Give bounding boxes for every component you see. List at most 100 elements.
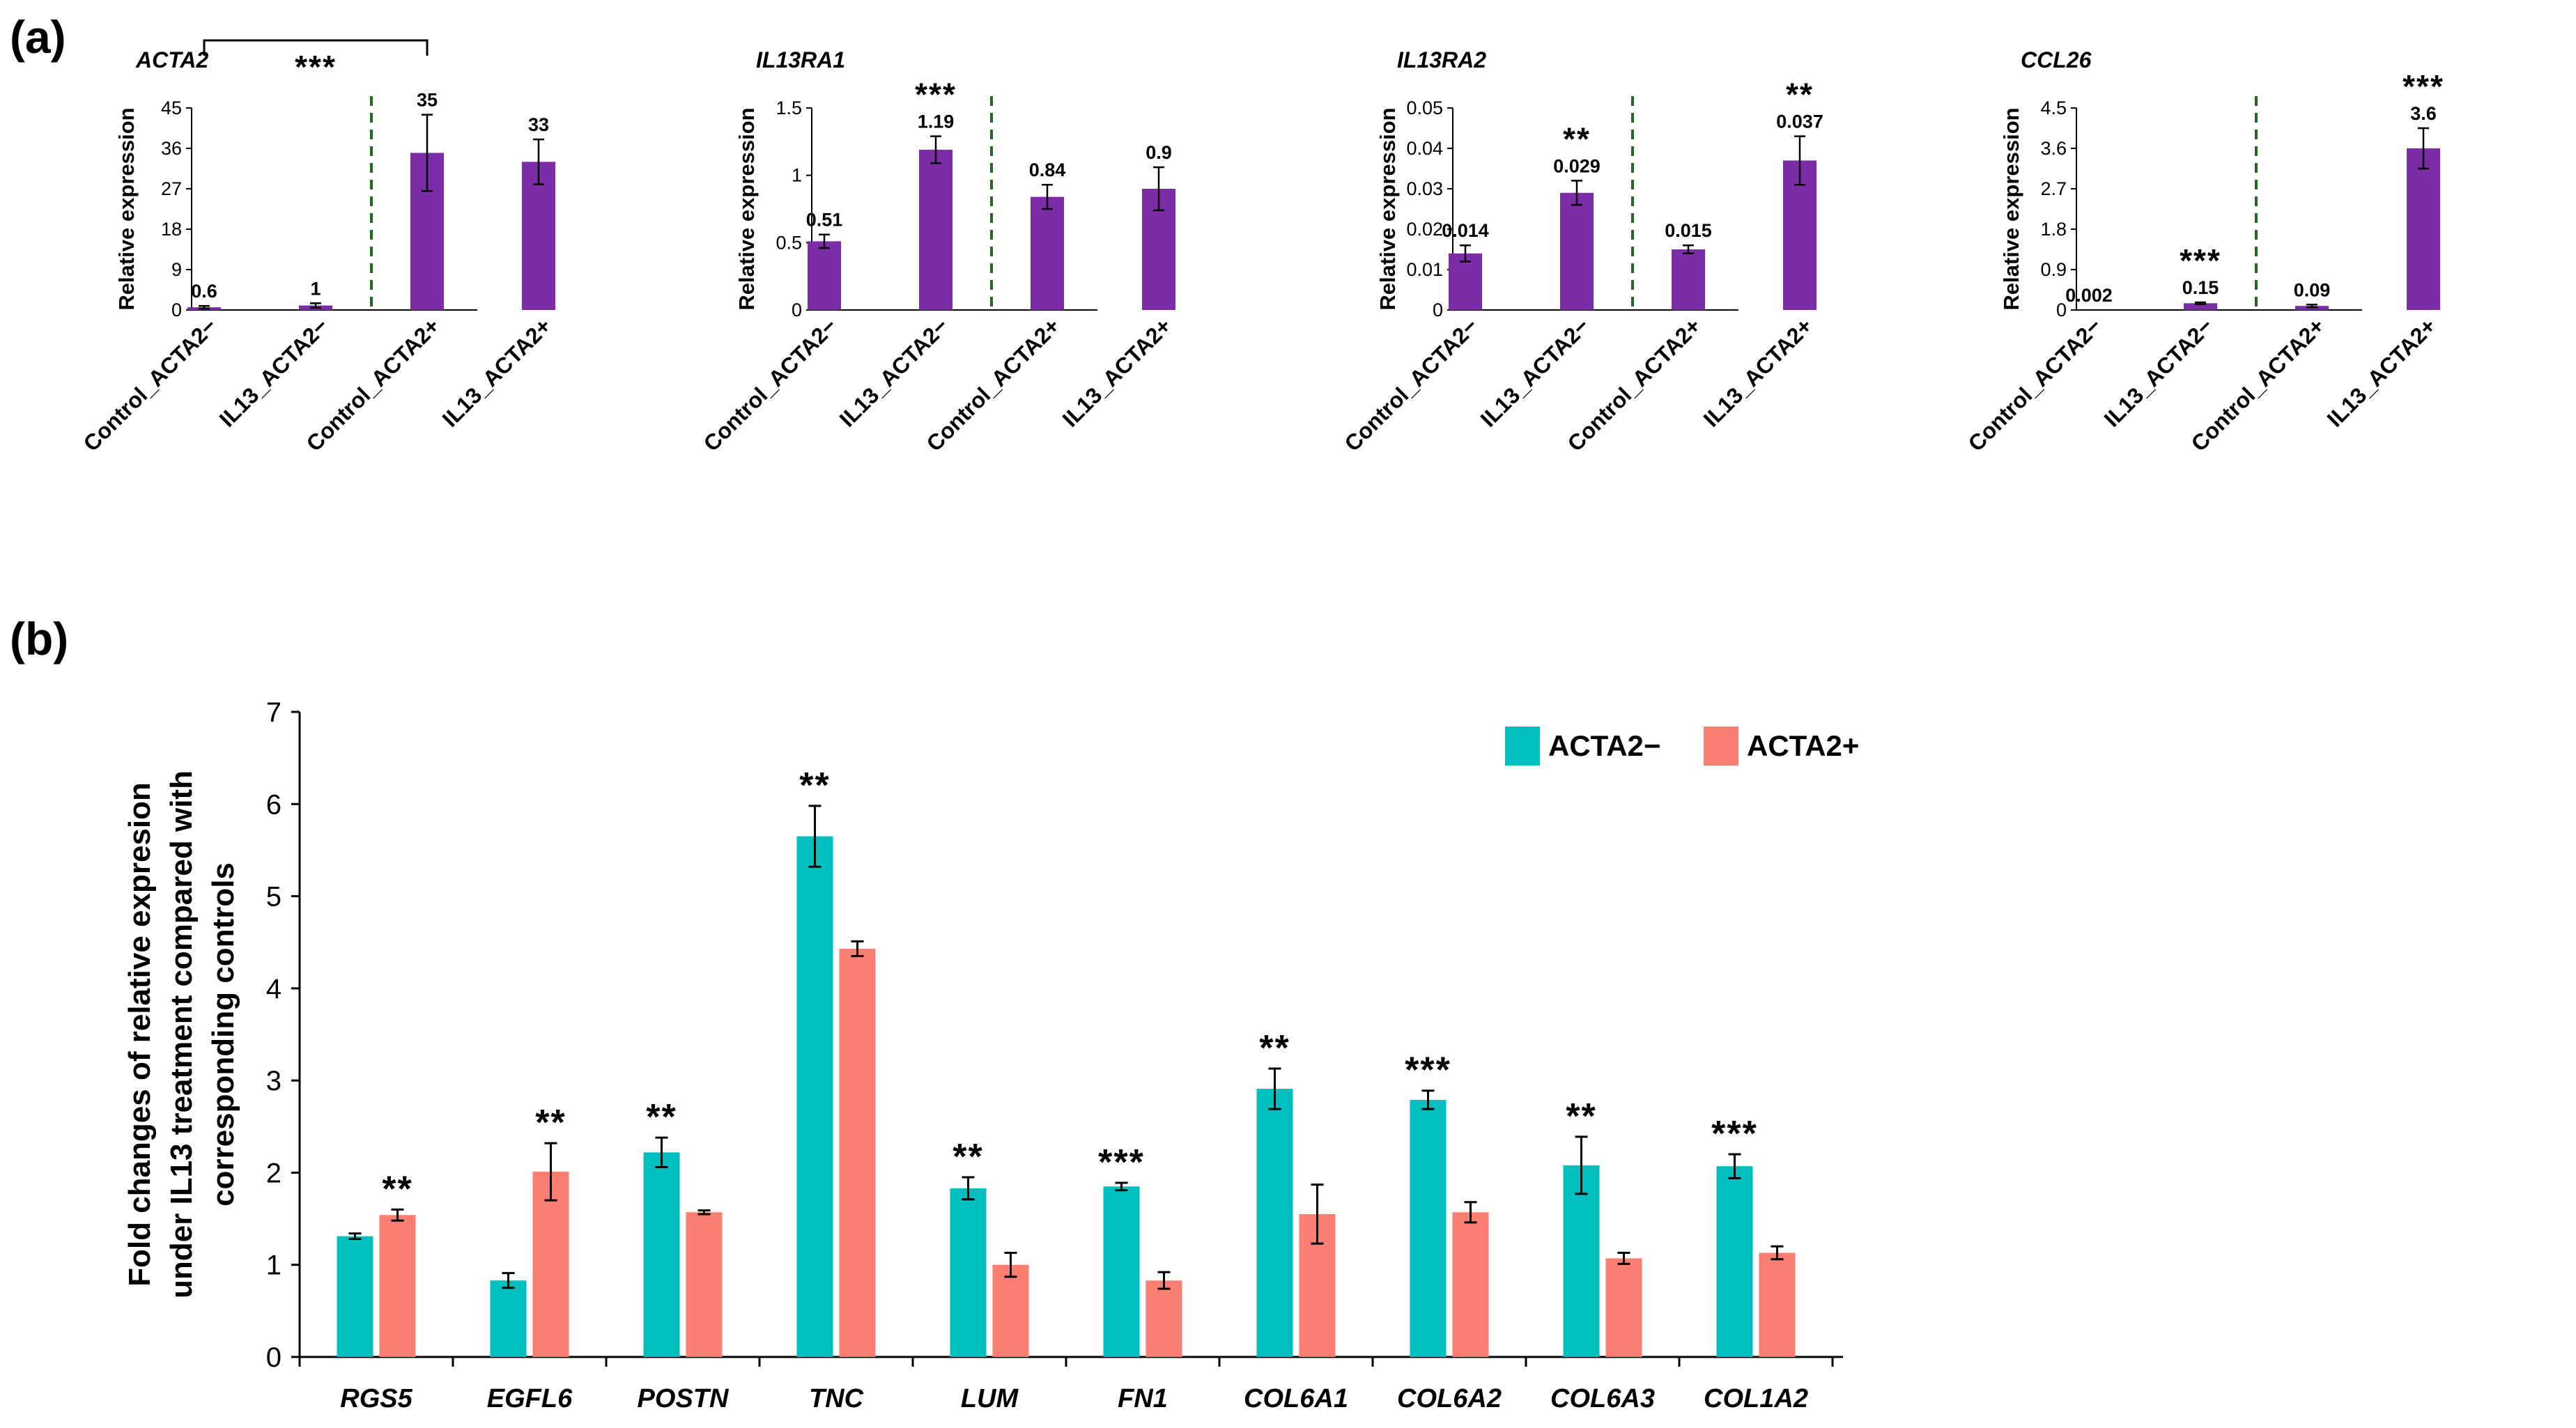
chart-title: CCL26 bbox=[2021, 47, 2092, 72]
category-label: IL13_ACTA2+ bbox=[1699, 313, 1817, 431]
significance-marker: *** bbox=[2403, 68, 2444, 104]
significance-marker: ** bbox=[1563, 121, 1591, 157]
bar-acta2-positive bbox=[1605, 1258, 1642, 1357]
y-tick-label: 27 bbox=[161, 178, 182, 199]
category-label: COL6A2 bbox=[1397, 1384, 1502, 1413]
y-tick-label: 2 bbox=[266, 1158, 281, 1188]
y-tick-label: 2.7 bbox=[2040, 178, 2067, 199]
y-tick-label: 1 bbox=[792, 165, 802, 186]
bar bbox=[1031, 196, 1064, 310]
panel-a-label: (a) bbox=[10, 11, 66, 63]
chart-title: IL13RA1 bbox=[756, 47, 845, 72]
chart-acta2: ACTA2 Relative expression 0 9 18 27 36 45 0.6 Con… bbox=[79, 39, 556, 456]
y-tick-label: 0.5 bbox=[776, 232, 802, 253]
chart-title: IL13RA2 bbox=[1397, 47, 1486, 72]
bar-acta2-negative bbox=[490, 1280, 527, 1357]
y-tick-label: 0.04 bbox=[1406, 138, 1443, 159]
category-label: Control_ACTA2− bbox=[79, 313, 222, 456]
bar-acta2-positive bbox=[1759, 1252, 1796, 1357]
y-tick-label: 1.8 bbox=[2040, 219, 2067, 240]
category-label: POSTN bbox=[638, 1384, 730, 1413]
value-label: 0.51 bbox=[806, 210, 843, 231]
bar-acta2-positive bbox=[992, 1264, 1029, 1357]
bar-acta2-negative bbox=[1256, 1089, 1293, 1357]
y-tick-label: 3.6 bbox=[2040, 138, 2067, 159]
significance-marker: *** bbox=[2180, 242, 2221, 279]
significance-marker: ** bbox=[382, 1169, 412, 1209]
bar bbox=[808, 241, 841, 310]
category-label: Control_ACTA2− bbox=[1964, 313, 2106, 456]
fold-change-chart: 0 1 2 3 4 5 6 7 Fold changes of relative expresi… bbox=[123, 697, 1859, 1413]
bar bbox=[1672, 249, 1705, 310]
bar-acta2-negative bbox=[1410, 1099, 1447, 1357]
value-label: 0.029 bbox=[1553, 155, 1601, 176]
value-label: 1 bbox=[310, 278, 321, 299]
panel-b-label: (b) bbox=[10, 613, 68, 665]
bar-acta2-negative bbox=[1716, 1166, 1753, 1357]
category-label: COL6A1 bbox=[1244, 1384, 1348, 1413]
bar bbox=[919, 149, 952, 310]
value-label: 0.84 bbox=[1029, 160, 1066, 180]
y-tick-label: 0 bbox=[1433, 300, 1443, 320]
value-label: 33 bbox=[528, 114, 549, 135]
y-tick-label: 0.03 bbox=[1406, 178, 1443, 199]
y-axis-label: Relative expression bbox=[1375, 107, 1400, 310]
significance-marker: ** bbox=[799, 766, 830, 806]
y-tick-label: 0 bbox=[2056, 300, 2067, 320]
y-tick-label: 0.9 bbox=[2040, 259, 2067, 280]
significance-marker: *** bbox=[915, 77, 957, 113]
value-label: 0.015 bbox=[1665, 220, 1712, 241]
category-label: TNC bbox=[809, 1384, 864, 1413]
chart-ccl26: CCL26 Relative expression 0 0.9 1.8 2.7 3.6 4.5… bbox=[1964, 47, 2444, 456]
y-tick-label: 7 bbox=[266, 697, 281, 728]
bar bbox=[522, 162, 555, 310]
significance-marker: ** bbox=[1786, 77, 1814, 113]
y-tick-label: 0.05 bbox=[1406, 98, 1443, 118]
significance-marker: *** bbox=[1711, 1114, 1758, 1154]
bar-acta2-negative bbox=[950, 1188, 987, 1357]
bar-acta2-positive bbox=[686, 1212, 723, 1357]
bar-acta2-negative bbox=[796, 836, 833, 1357]
significance-marker: *** bbox=[1098, 1142, 1145, 1183]
chart-title: ACTA2 bbox=[135, 47, 209, 72]
category-label: Control_ACTA2− bbox=[1340, 313, 1483, 456]
y-tick-label: 18 bbox=[161, 219, 182, 240]
value-label: 35 bbox=[417, 90, 438, 111]
category-label: IL13_ACTA2+ bbox=[1058, 313, 1176, 431]
category-label: IL13_ACTA2− bbox=[215, 313, 333, 431]
y-tick-label: 1 bbox=[266, 1250, 281, 1281]
value-label: 0.15 bbox=[2182, 277, 2219, 298]
significance-marker: ** bbox=[952, 1137, 983, 1177]
category-label: Control_ACTA2− bbox=[699, 313, 842, 456]
legend-label: ACTA2+ bbox=[1747, 729, 1859, 762]
y-tick-label: 6 bbox=[266, 789, 281, 820]
y-tick-label: 5 bbox=[266, 882, 281, 913]
category-label: RGS5 bbox=[340, 1384, 412, 1413]
y-axis-label-line: under IL13 treatment compared with bbox=[164, 770, 199, 1298]
legend-label: ACTA2− bbox=[1548, 729, 1660, 762]
bar-acta2-positive bbox=[379, 1215, 416, 1357]
y-tick-label: 36 bbox=[161, 138, 182, 159]
bar-acta2-negative bbox=[337, 1236, 373, 1357]
y-tick-label: 0 bbox=[792, 300, 802, 320]
y-axis-label: Relative expression bbox=[734, 107, 759, 310]
bar bbox=[1560, 192, 1594, 310]
category-label: IL13_ACTA2− bbox=[2099, 313, 2218, 431]
category-label: COL6A3 bbox=[1550, 1384, 1655, 1413]
y-tick-label: 45 bbox=[161, 98, 182, 118]
category-label: LUM bbox=[961, 1384, 1019, 1413]
value-label: 1.19 bbox=[918, 111, 955, 132]
category-label: IL13_ACTA2− bbox=[835, 313, 953, 431]
value-label: 0.9 bbox=[1146, 142, 1172, 163]
value-label: 0.014 bbox=[1442, 220, 1489, 241]
y-tick-label: 3 bbox=[266, 1066, 281, 1096]
legend: ACTA2− ACTA2+ bbox=[1505, 727, 1859, 766]
value-label: 0.037 bbox=[1776, 111, 1823, 132]
category-label: COL1A2 bbox=[1704, 1384, 1808, 1413]
significance-marker: *** bbox=[1405, 1050, 1451, 1091]
significance-marker: *** bbox=[295, 49, 337, 85]
y-tick-label: 0 bbox=[266, 1342, 281, 1373]
y-tick-label: 1.5 bbox=[776, 98, 802, 118]
value-label: 0.09 bbox=[2294, 279, 2331, 300]
